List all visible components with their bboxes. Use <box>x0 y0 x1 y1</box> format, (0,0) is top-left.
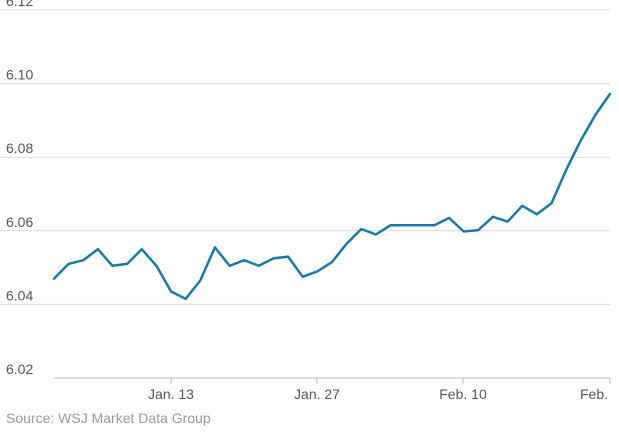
x-tick-label: Feb. 10 <box>439 386 487 402</box>
y-tick-label: 6.08 <box>6 140 33 156</box>
series-line <box>52 92 612 301</box>
y-tick-label: 6.10 <box>6 67 33 83</box>
x-tick-label: Jan. 27 <box>294 386 340 402</box>
y-tick-label: 6.06 <box>6 214 33 230</box>
y-tick-label: 6.02 <box>6 361 33 377</box>
x-axis-ticks: Jan. 13 Jan. 27 Feb. 10 Feb. <box>148 378 611 402</box>
y-tick-label: 6.12 <box>6 0 33 9</box>
y-tick-label: 6.04 <box>6 287 33 303</box>
x-tick-label: Feb. <box>580 386 608 402</box>
source-note: Source: WSJ Market Data Group <box>6 410 211 426</box>
y-axis-ticks: 6.02 6.04 6.06 6.08 6.10 6.12 <box>6 0 33 377</box>
gridlines <box>0 9 610 379</box>
series-layer <box>52 92 612 301</box>
x-tick-label: Jan. 13 <box>148 386 194 402</box>
